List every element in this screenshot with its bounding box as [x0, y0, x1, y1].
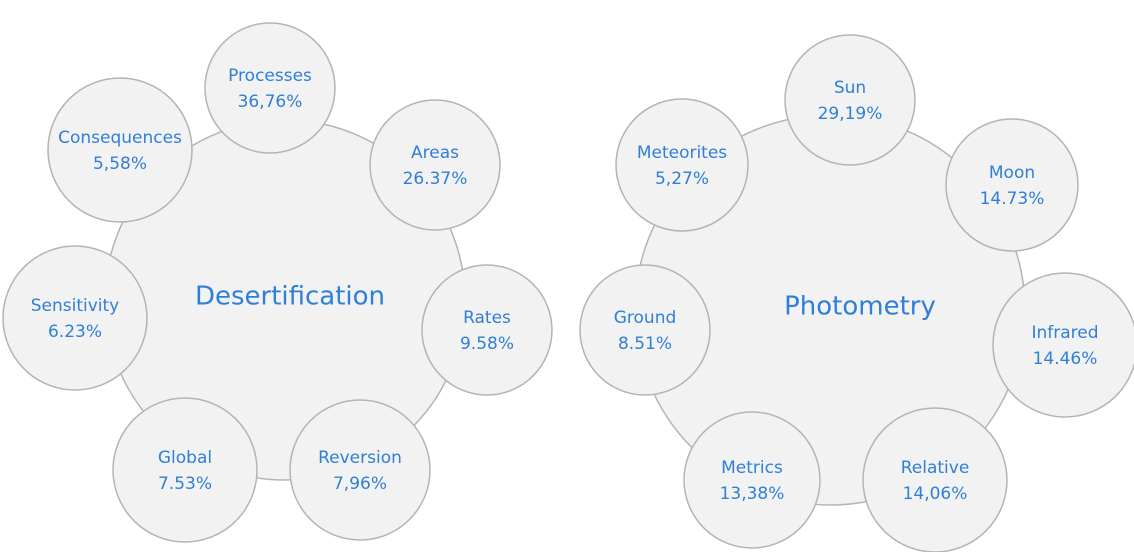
- node-label: Consequences: [58, 128, 182, 148]
- node-value: 7.53%: [158, 474, 212, 494]
- node-circle: [2, 245, 148, 391]
- node-circle: [683, 411, 821, 549]
- node-value: 6.23%: [48, 322, 102, 342]
- node-circle: [784, 34, 916, 166]
- node-circle: [421, 264, 553, 396]
- node-value: 29,19%: [818, 104, 883, 124]
- node-circle: [579, 264, 711, 396]
- node-circle: [945, 118, 1079, 252]
- node-value: 8.51%: [618, 334, 672, 354]
- node-circle: [369, 99, 501, 231]
- node-value: 26.37%: [403, 169, 468, 189]
- node-label: Relative: [901, 458, 970, 478]
- node-value: 14.73%: [980, 189, 1045, 209]
- node-value: 5,27%: [655, 169, 709, 189]
- node-value: 5,58%: [93, 154, 147, 174]
- node-value: 14.46%: [1033, 349, 1098, 369]
- node-label: Processes: [228, 66, 312, 86]
- hub-label: Desertification: [195, 282, 385, 312]
- node-label: Metrics: [721, 458, 783, 478]
- node-value: 9.58%: [460, 334, 514, 354]
- node-label: Areas: [411, 143, 459, 163]
- node-label: Global: [158, 448, 212, 468]
- node-circle: [204, 22, 336, 154]
- node-value: 7,96%: [333, 474, 387, 494]
- node-circle: [862, 407, 1008, 553]
- node-label: Reversion: [318, 448, 402, 468]
- node-label: Ground: [614, 308, 677, 328]
- node-label: Meteorites: [637, 143, 727, 163]
- hub-label: Photometry: [784, 292, 936, 322]
- node-value: 36,76%: [238, 92, 303, 112]
- node-circle: [289, 399, 431, 541]
- node-label: Infrared: [1031, 323, 1098, 343]
- node-circle: [615, 98, 749, 232]
- node-label: Sun: [834, 78, 866, 98]
- node-label: Moon: [989, 163, 1035, 183]
- node-label: Sensitivity: [31, 296, 120, 316]
- node-label: Rates: [463, 308, 511, 328]
- node-value: 14,06%: [903, 484, 968, 504]
- node-circle: [992, 272, 1134, 418]
- node-circle: [112, 397, 258, 543]
- node-circle: [47, 77, 193, 223]
- node-value: 13,38%: [720, 484, 785, 504]
